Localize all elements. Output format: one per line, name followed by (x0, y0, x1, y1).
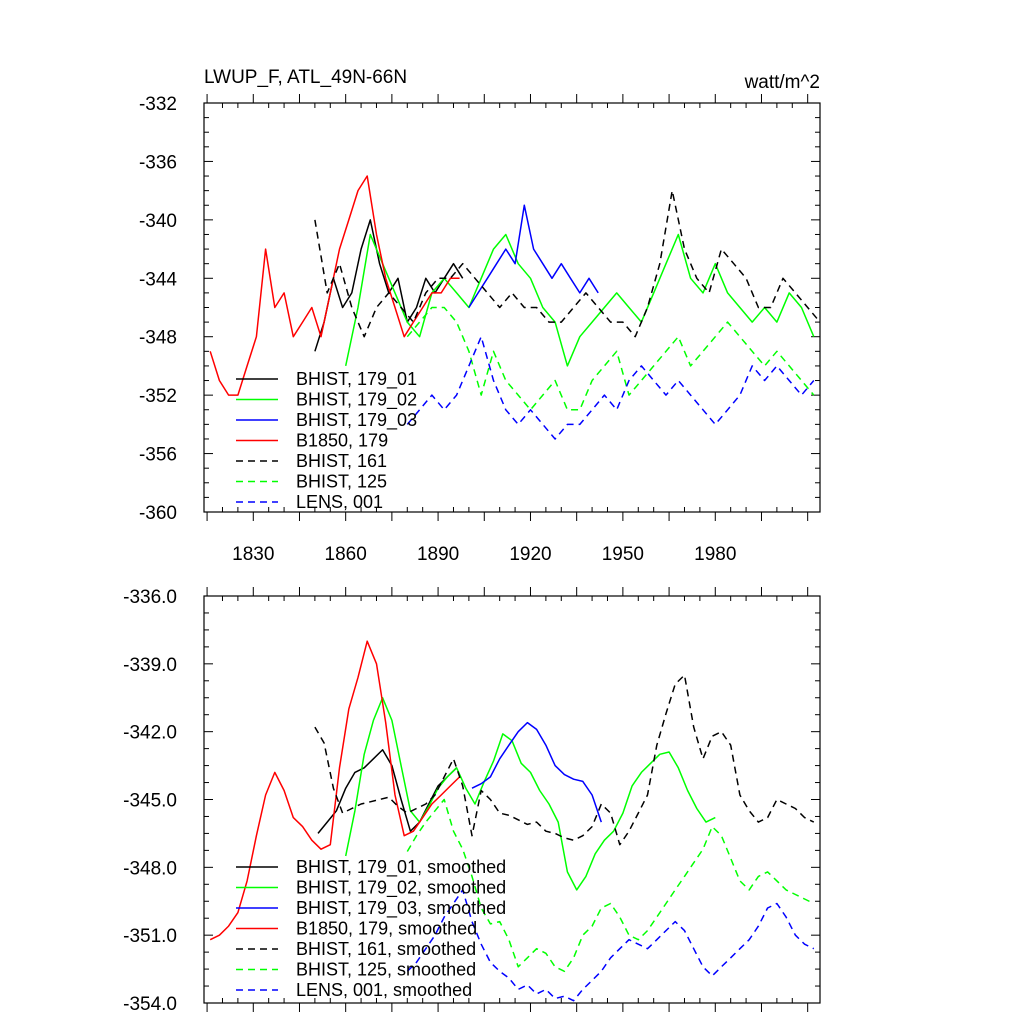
y-tick-label: -356 (139, 445, 177, 466)
series-line-6 (406, 798, 815, 973)
y-tick-label: -348.0 (123, 858, 177, 879)
y-tick-label: -342.0 (123, 723, 177, 744)
chart-panel-1: -332 -336 -340 -344 -348 -352 -356 -360 1830 1860… (139, 67, 821, 565)
legend-label: BHIST, 179_03, smoothed (296, 898, 506, 919)
legend-label: LENS, 001, smoothed (296, 980, 472, 1000)
series-line-4 (209, 640, 461, 941)
x-tick-label: 1950 (602, 544, 644, 565)
y-tick-label: -348 (139, 328, 177, 349)
series-line-4 (209, 175, 460, 396)
x-tick-label: 1890 (417, 544, 459, 565)
legend-label: B1850, 179, smoothed (296, 919, 477, 939)
chart-title: LWUP_F, ATL_49N-66N (204, 67, 407, 88)
legend-label: BHIST, 125, smoothed (296, 960, 476, 980)
legend-label: B1850, 179 (296, 431, 388, 451)
y-tick-label: -360 (139, 503, 177, 524)
legend-label: BHIST, 161, smoothed (296, 939, 476, 959)
chart-panel-2: -336.0 -339.0 -342.0 -345.0 -348.0 -351.0 -354… (123, 587, 821, 1015)
y-tick-label: -351.0 (123, 926, 177, 947)
series-line-2 (344, 233, 815, 367)
y-tick-label: -340 (139, 211, 177, 232)
x-tick-label: 1860 (325, 544, 367, 565)
series-line-5 (314, 189, 821, 338)
y-tick-label: -344 (139, 269, 177, 290)
x-tick-label: 1920 (509, 544, 551, 565)
legend-label: BHIST, 179_01, smoothed (296, 857, 506, 878)
series-line-3 (471, 721, 603, 823)
legend-label: BHIST, 125 (296, 472, 387, 492)
legend-label: LENS, 001 (296, 492, 383, 512)
legend-label: BHIST, 179_02 (296, 390, 417, 411)
legend-label: BHIST, 161 (296, 451, 387, 471)
units-label: watt/m^2 (744, 72, 820, 93)
y-tick-label: -354.0 (123, 994, 177, 1015)
series-line-3 (468, 204, 599, 308)
y-tick-label: -336.0 (123, 587, 177, 608)
y-tick-label: -339.0 (123, 655, 177, 676)
legend-label: BHIST, 179_01 (296, 369, 417, 390)
series-line-1 (317, 749, 458, 834)
series-line-5 (314, 674, 815, 846)
y-tick-label: -345.0 (123, 791, 177, 812)
y-tick-label: -332 (139, 94, 177, 115)
legend-label: BHIST, 179_03 (296, 410, 417, 431)
series-line-7 (406, 889, 815, 1002)
y-tick-label: -336 (139, 152, 177, 173)
series-line-6 (406, 306, 815, 411)
x-tick-label: 1980 (694, 544, 736, 565)
series-line-7 (406, 335, 815, 440)
x-tick-label: 1830 (232, 544, 274, 565)
legend-label: BHIST, 179_02, smoothed (296, 878, 506, 899)
y-tick-label: -352 (139, 386, 177, 407)
